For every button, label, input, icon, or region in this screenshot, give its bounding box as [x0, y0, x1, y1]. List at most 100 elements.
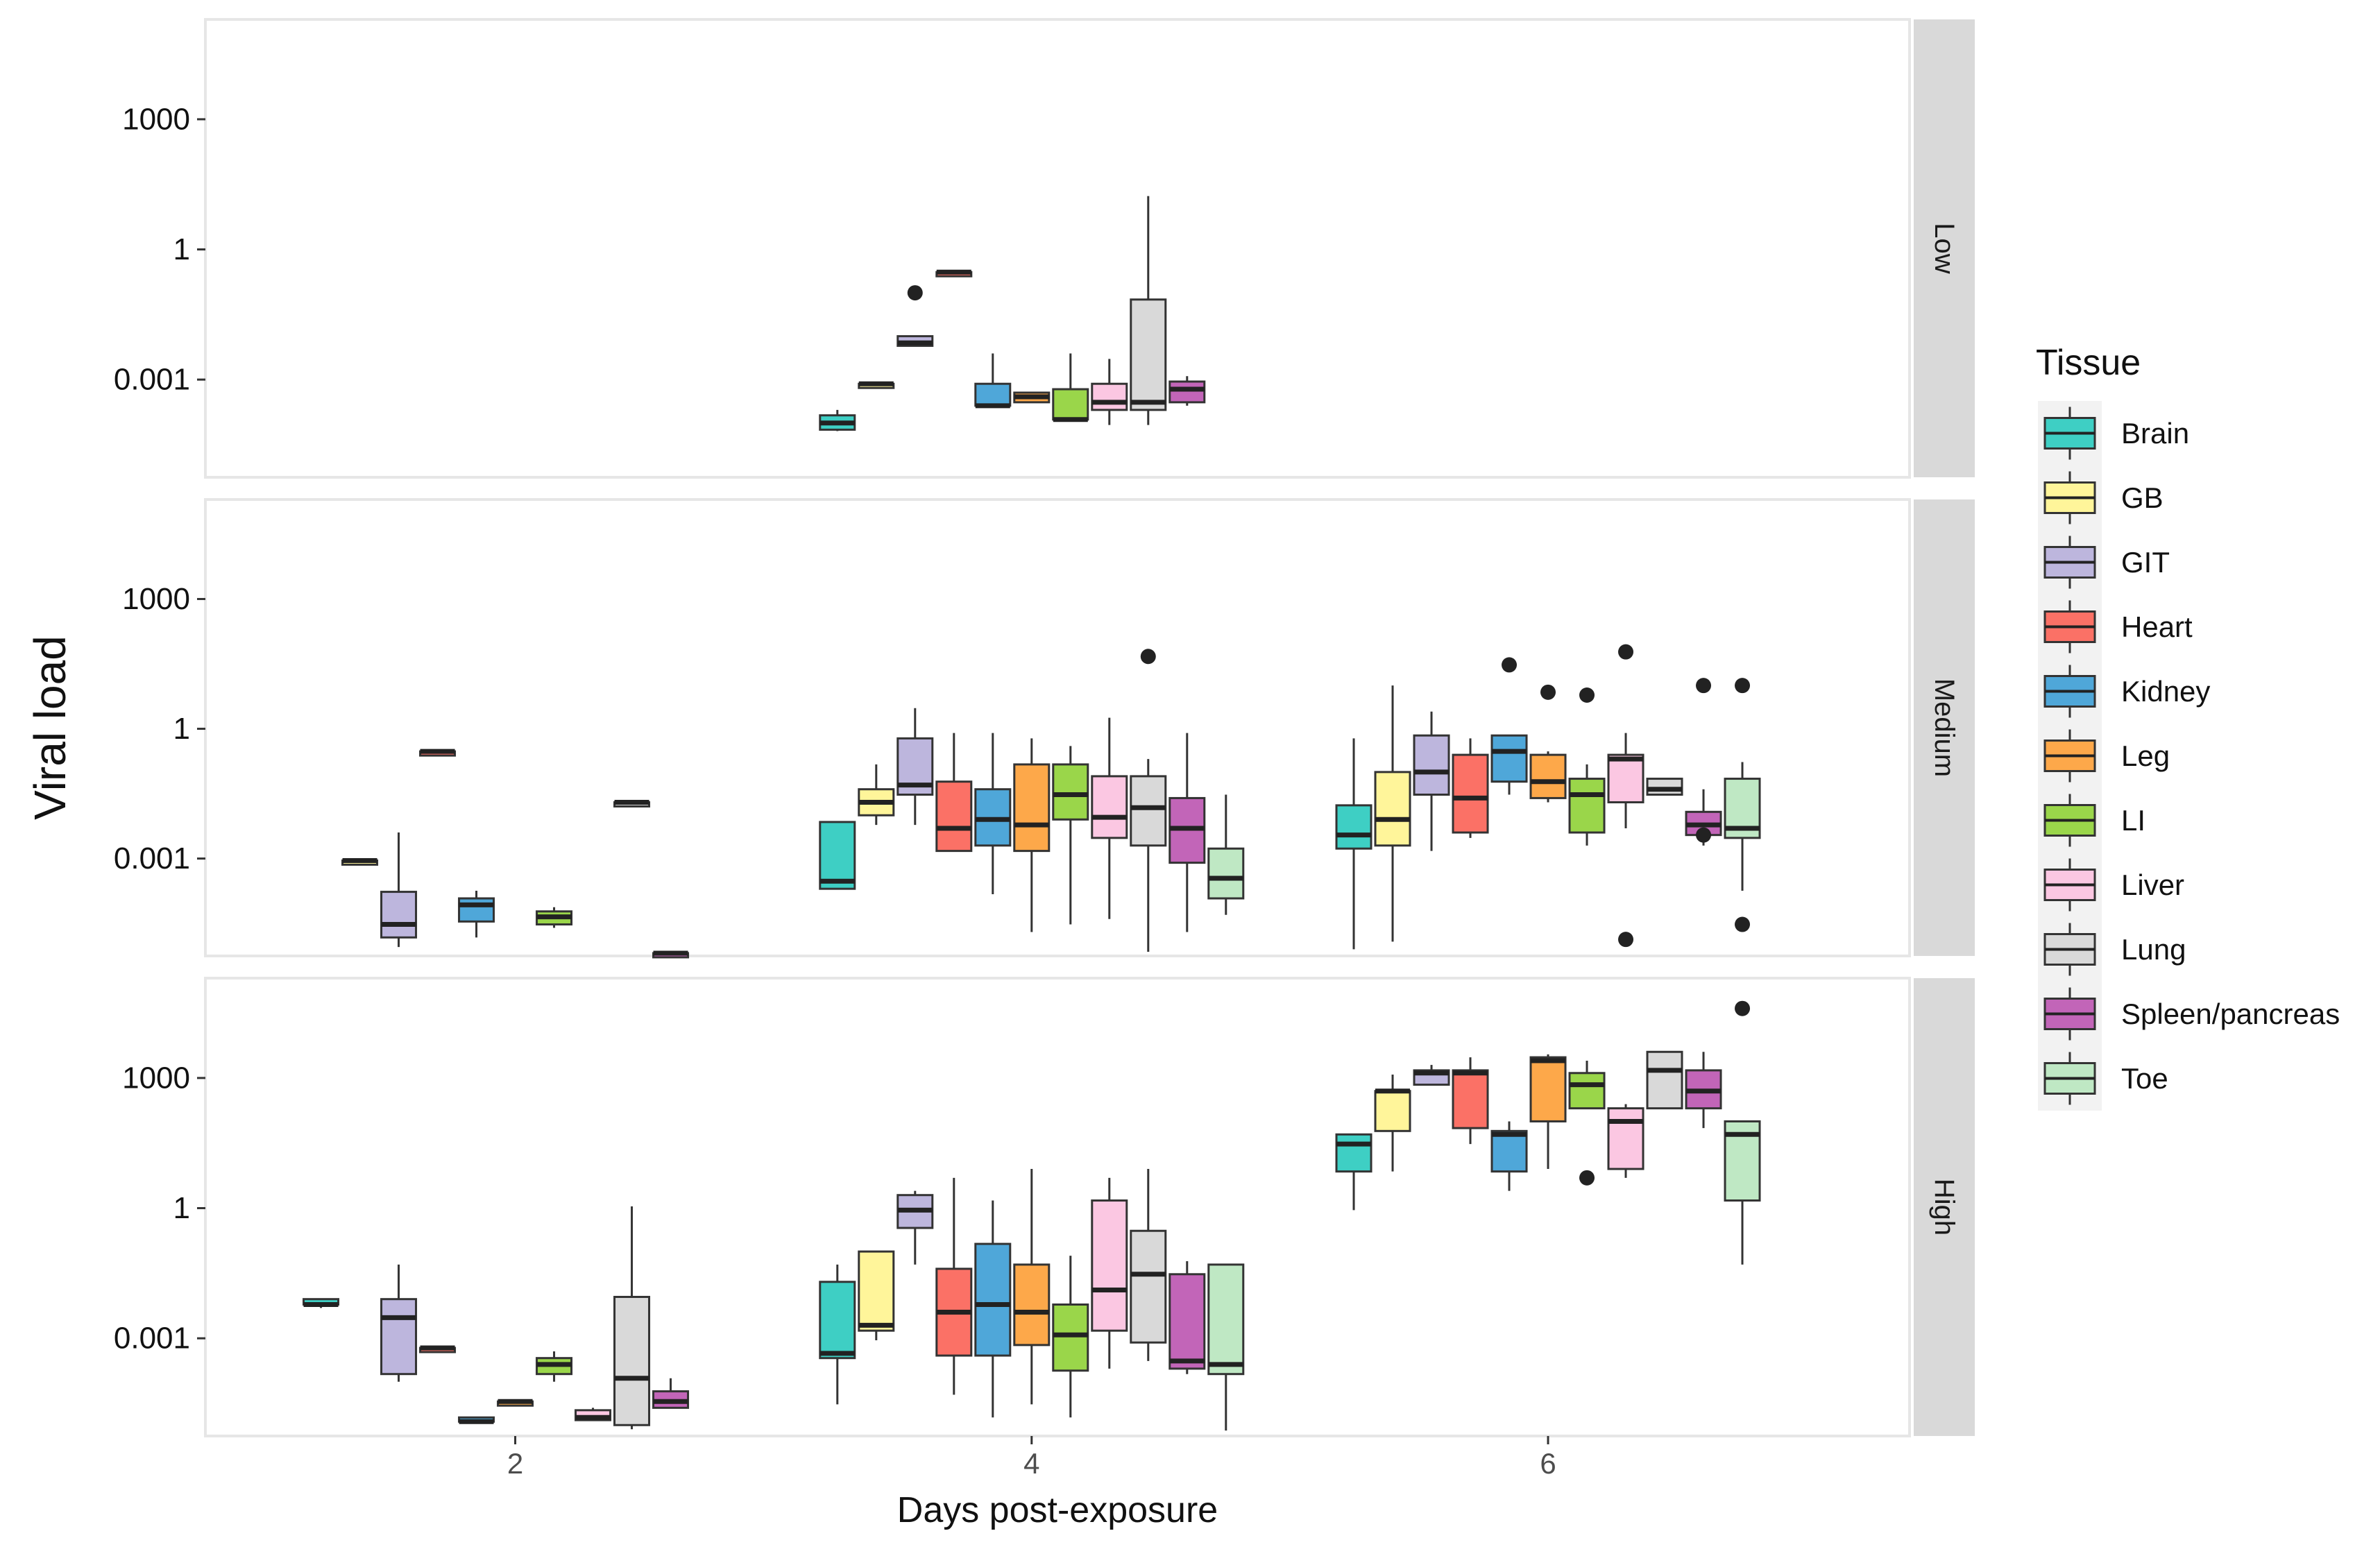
legend-item-li: LI — [2043, 794, 2145, 847]
outlier-point — [1502, 657, 1518, 673]
box-lung-day-2 — [613, 799, 651, 807]
box-body — [1168, 1273, 1206, 1370]
box-brain-day-6 — [1335, 738, 1372, 950]
box-git-day-4 — [896, 708, 934, 826]
box-brain-day-4 — [819, 1264, 856, 1405]
box-kidney-day-6 — [1490, 657, 1528, 795]
box-liver-day-2 — [575, 1408, 612, 1421]
box-body — [858, 1250, 895, 1332]
y-tick-label: 1000 — [122, 582, 190, 616]
box-body — [1490, 1129, 1528, 1173]
outlier-point — [1140, 649, 1156, 665]
outlier-point — [1735, 916, 1751, 932]
box-gb-day-2 — [341, 857, 379, 866]
legend-label: GIT — [2121, 546, 2170, 579]
legend-label: Kidney — [2121, 675, 2210, 708]
box-heart-day-2 — [419, 1345, 457, 1353]
box-spleen-pancreas-day-2 — [652, 1378, 690, 1409]
box-body — [1335, 804, 1372, 850]
legend-label: Toe — [2121, 1062, 2168, 1095]
panel-background — [204, 498, 1911, 957]
box-kidney-day-4 — [974, 353, 1012, 409]
box-body — [380, 1298, 418, 1376]
box-toe-day-4 — [1207, 794, 1245, 915]
box-body — [819, 821, 856, 890]
box-body — [458, 897, 495, 923]
box-body — [1207, 1263, 1245, 1376]
y-tick-label: 1 — [173, 232, 190, 266]
x-tick-label: 2 — [507, 1447, 523, 1480]
box-toe-day-6 — [1724, 678, 1761, 932]
box-body — [1091, 775, 1128, 839]
box-gb-day-6 — [1374, 1074, 1411, 1172]
box-brain-day-6 — [1335, 1133, 1372, 1211]
x-axis: 2 4 6 — [507, 1436, 1556, 1480]
box-body — [1052, 763, 1089, 821]
box-gb-day-4 — [858, 764, 895, 826]
box-body — [1374, 771, 1411, 847]
legend-title: Tissue — [2036, 343, 2141, 383]
box-body — [1130, 775, 1167, 847]
box-body — [974, 382, 1012, 407]
box-spleen-pancreas-day-6 — [1685, 678, 1722, 846]
box-lung-day-4 — [1130, 196, 1167, 425]
y-tick-label: 0.001 — [114, 841, 190, 875]
box-body — [1568, 778, 1606, 834]
legend-item-leg: Leg — [2043, 729, 2170, 783]
outlier-point — [1735, 678, 1751, 694]
box-kidney-day-6 — [1490, 1121, 1528, 1191]
box-kidney-day-2 — [458, 891, 495, 938]
box-li-day-4 — [1052, 353, 1089, 422]
box-toe-day-6 — [1724, 1000, 1761, 1265]
box-lung-day-6 — [1646, 778, 1683, 796]
box-leg-day-4 — [1013, 738, 1051, 932]
box-body — [1052, 1303, 1089, 1372]
box-body — [1130, 1229, 1167, 1344]
box-body — [1013, 1263, 1051, 1347]
box-liver-day-6 — [1607, 1104, 1644, 1178]
box-body — [1052, 388, 1089, 421]
legend-label: Spleen/pancreas — [2121, 998, 2340, 1030]
box-liver-day-6 — [1607, 644, 1644, 948]
box-body — [819, 1281, 856, 1360]
outlier-point — [1618, 644, 1634, 660]
box-body — [1646, 778, 1683, 796]
box-body — [1168, 380, 1206, 404]
box-body — [1013, 763, 1051, 853]
box-body — [1452, 753, 1489, 834]
box-git-day-6 — [1413, 711, 1450, 851]
box-kidney-day-2 — [458, 1416, 495, 1424]
facet-panels: Low 0.001 1 1000 Medium 0.001 1 1000 High 0.001 1 1… — [114, 18, 1975, 1437]
legend-label: LI — [2121, 804, 2145, 837]
x-tick-label: 6 — [1540, 1447, 1556, 1480]
legend-label: Lung — [2121, 933, 2186, 966]
legend-item-git: GIT — [2043, 536, 2170, 589]
box-spleen-pancreas-day-2 — [652, 950, 690, 959]
box-lung-day-4 — [1130, 1169, 1167, 1361]
box-body — [935, 780, 973, 853]
box-heart-day-6 — [1452, 738, 1489, 838]
facet-strip — [1914, 499, 1975, 956]
box-body — [1413, 734, 1450, 796]
box-liver-day-4 — [1091, 717, 1128, 919]
legend: Tissue Brain GB GIT Heart Kidney Leg LI Liver Lu… — [2036, 343, 2340, 1111]
legend-item-kidney: Kidney — [2043, 665, 2210, 718]
outlier-point — [1696, 827, 1712, 843]
box-body — [380, 891, 418, 939]
legend-item-brain: Brain — [2043, 407, 2189, 460]
legend-item-lung: Lung — [2043, 923, 2186, 976]
x-tick-label: 4 — [1023, 1447, 1039, 1480]
box-git-day-2 — [380, 1264, 418, 1382]
facet-strip-label: High — [1929, 1179, 1960, 1236]
box-li-day-4 — [1052, 1256, 1089, 1418]
y-tick-label: 1 — [173, 1191, 190, 1225]
box-body — [1529, 753, 1567, 799]
box-body — [1374, 1090, 1411, 1132]
y-tick-label: 1 — [173, 712, 190, 746]
box-lung-day-2 — [613, 1206, 651, 1430]
legend-label: Heart — [2121, 610, 2193, 643]
box-gb-day-6 — [1374, 685, 1411, 942]
box-brain-day-4 — [819, 409, 856, 431]
outlier-point — [1540, 684, 1556, 700]
